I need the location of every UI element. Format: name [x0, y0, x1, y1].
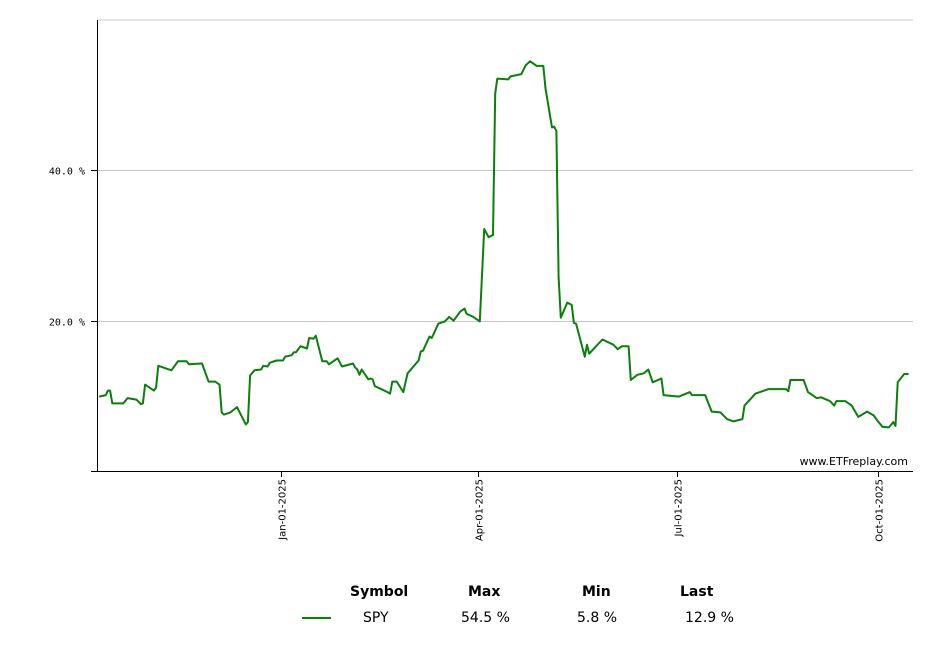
legend-header-min: Min	[582, 584, 611, 600]
legend-max: 54.5 %	[461, 610, 510, 626]
legend-min: 5.8 %	[577, 610, 618, 626]
legend-header-max: Max	[468, 584, 501, 600]
watermark: www.ETFreplay.com	[800, 455, 908, 468]
x-tick-label: Jan-01-2025	[278, 479, 289, 541]
axes	[91, 20, 913, 472]
legend-last: 12.9 %	[685, 610, 734, 626]
x-tick-label: Oct-01-2025	[875, 479, 886, 542]
y-tick-label: 40.0 %	[49, 167, 85, 178]
x-tick-label: Apr-01-2025	[475, 479, 486, 541]
y-tick-label: 20.0 %	[49, 318, 85, 329]
x-tick-label: Jul-01-2025	[674, 479, 685, 537]
line-chart: 20.0 % 40.0 % Jan-01-2025 Apr-01-2025 Jul-01…	[49, 19, 913, 542]
legend-header-last: Last	[680, 584, 714, 600]
ticks: 20.0 % 40.0 % Jan-01-2025 Apr-01-2025 Jul-01…	[49, 167, 886, 542]
legend-symbol: SPY	[363, 610, 389, 626]
legend-header-symbol: Symbol	[350, 584, 409, 600]
gridlines	[97, 19, 913, 322]
series-line-spy	[98, 60, 909, 429]
legend-line-swatch	[302, 617, 331, 619]
